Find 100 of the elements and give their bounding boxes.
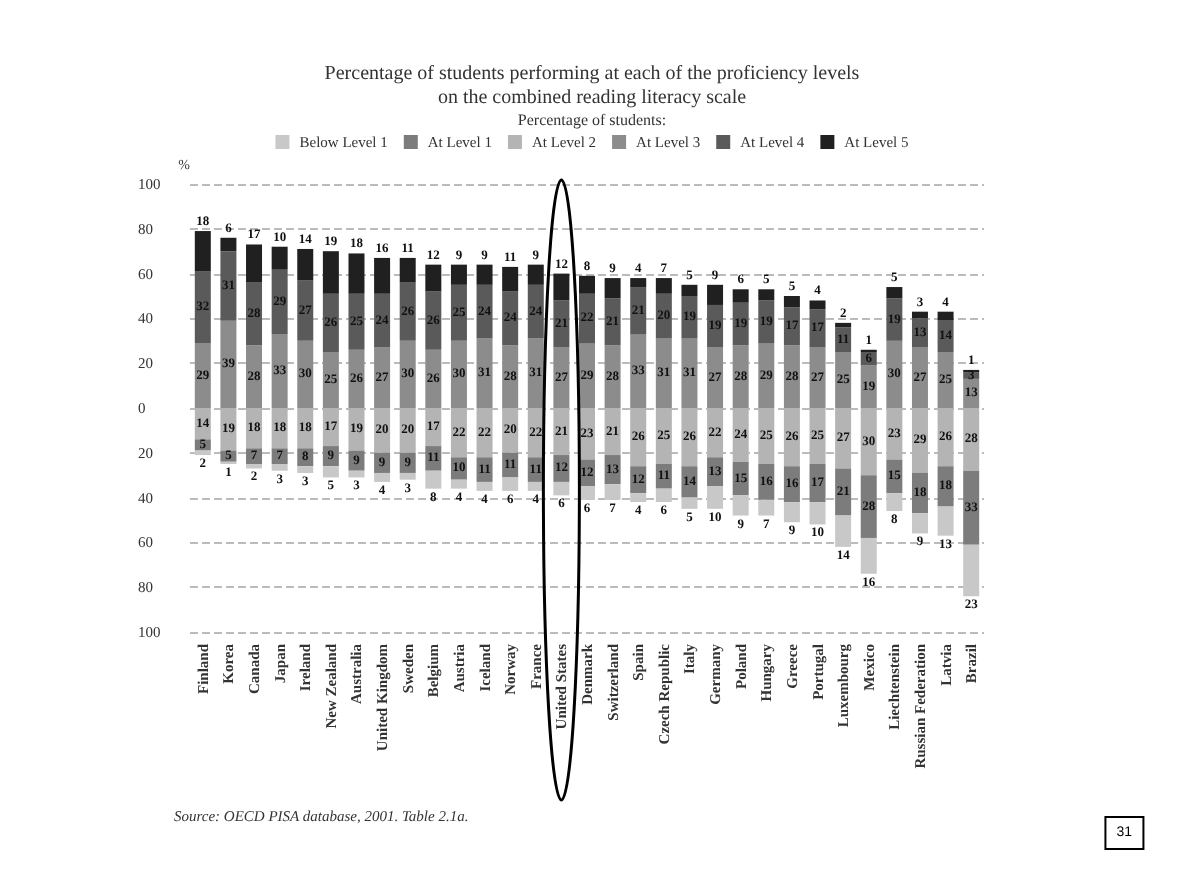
bar: [604, 345, 621, 408]
bar: [322, 466, 339, 478]
bar: [758, 343, 775, 408]
bar: [322, 251, 339, 294]
bar: [502, 477, 519, 491]
bar: [655, 488, 672, 503]
bar: [963, 470, 980, 545]
bar: [860, 537, 877, 574]
bar: [271, 334, 288, 408]
bar: [553, 481, 570, 496]
bar: [476, 264, 493, 285]
bar: [348, 253, 365, 294]
bar: [707, 304, 724, 348]
bar: [809, 347, 826, 408]
bar: [527, 264, 544, 285]
bar: [220, 237, 237, 252]
bar: [399, 257, 416, 283]
bar: [399, 472, 416, 480]
bar: [194, 231, 211, 272]
bar: [271, 269, 288, 335]
bar: [348, 293, 365, 350]
bar: [476, 284, 493, 339]
bar: [399, 282, 416, 341]
bar: [783, 345, 800, 408]
bar: [604, 278, 621, 299]
bar: [297, 340, 314, 408]
bar: [809, 502, 826, 525]
bar: [374, 472, 391, 482]
bar: [553, 273, 570, 301]
legend-title: Percentage of students:: [517, 111, 667, 129]
bar: [425, 291, 442, 350]
bar: [707, 284, 724, 305]
chart-title: Percentage of students performing at each of the proficiency levels on the combined reading literacy scale: [324, 63, 860, 109]
bar: [579, 275, 595, 294]
bar: [963, 544, 980, 597]
bar: [604, 298, 621, 346]
bar: [322, 352, 339, 408]
bar: [655, 278, 672, 294]
bar: [937, 506, 954, 536]
bar: [348, 349, 365, 408]
bar: [707, 486, 724, 509]
bar: [911, 347, 928, 408]
bar: [450, 264, 467, 285]
bar: [450, 479, 467, 489]
bar: [630, 493, 647, 503]
bar: [297, 248, 314, 281]
bar: [886, 287, 903, 299]
bar: [374, 293, 391, 348]
bar: [374, 257, 391, 294]
bar: [553, 347, 570, 408]
bar: [809, 309, 826, 348]
bar: [297, 280, 314, 341]
bar: [220, 320, 237, 408]
bar: [835, 468, 852, 516]
bar: [809, 300, 826, 310]
bar: [425, 470, 442, 489]
bar: [681, 284, 698, 296]
bar: [220, 251, 237, 321]
bar: [399, 340, 416, 408]
bar: [732, 495, 749, 516]
bar: [450, 284, 467, 341]
bar: [783, 307, 800, 346]
bar: [246, 345, 263, 408]
bar: [246, 448, 263, 464]
bar: [630, 287, 647, 335]
bar: [732, 345, 749, 408]
bar: [758, 289, 775, 301]
bar: [527, 284, 544, 339]
bar: [553, 300, 570, 348]
bar: [425, 264, 442, 292]
bar: [886, 340, 903, 408]
bar: [783, 502, 800, 523]
bar: [783, 296, 800, 308]
bar: [297, 466, 314, 473]
bar: [707, 347, 724, 408]
bar: [835, 515, 852, 547]
bar: [194, 271, 211, 344]
bar: [271, 246, 288, 270]
bar: [655, 338, 672, 408]
bar: [630, 278, 647, 288]
bar: [476, 481, 493, 491]
bar: [681, 338, 698, 408]
bar: [450, 340, 467, 408]
bar: [937, 352, 954, 408]
bar: [681, 497, 698, 509]
bar: [271, 464, 288, 471]
bar: [374, 347, 391, 408]
bar: [476, 338, 493, 408]
bar: [886, 493, 903, 512]
bar: [502, 345, 519, 408]
bar: [194, 343, 211, 408]
bar: [322, 293, 339, 352]
bar: [246, 282, 263, 346]
bar: [835, 352, 852, 408]
bar: [860, 475, 877, 538]
bar: [937, 311, 954, 321]
bar: [911, 513, 928, 534]
bar: [425, 349, 442, 408]
bar: [246, 244, 263, 283]
bar: [732, 289, 749, 303]
